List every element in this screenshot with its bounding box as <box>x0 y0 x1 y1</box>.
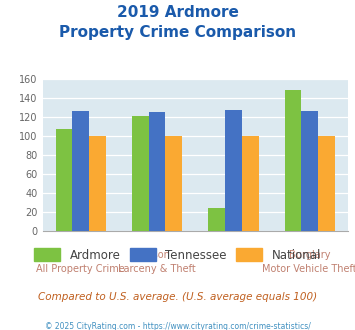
Bar <box>242 136 258 231</box>
Text: Compared to U.S. average. (U.S. average equals 100): Compared to U.S. average. (U.S. average … <box>38 292 317 302</box>
Bar <box>149 113 165 231</box>
Bar <box>225 110 242 231</box>
Bar <box>72 112 89 231</box>
Bar <box>89 136 106 231</box>
Text: © 2025 CityRating.com - https://www.cityrating.com/crime-statistics/: © 2025 CityRating.com - https://www.city… <box>45 322 310 330</box>
Text: Arson: Arson <box>143 250 171 260</box>
Text: Burglary: Burglary <box>289 250 331 260</box>
Bar <box>165 136 182 231</box>
Text: Motor Vehicle Theft: Motor Vehicle Theft <box>262 264 355 274</box>
Bar <box>301 111 318 231</box>
Text: 2019 Ardmore: 2019 Ardmore <box>116 5 239 20</box>
Bar <box>285 90 301 231</box>
Bar <box>56 128 72 231</box>
Text: Larceny & Theft: Larceny & Theft <box>118 264 196 274</box>
Bar <box>318 136 335 231</box>
Bar <box>132 116 149 231</box>
Bar <box>208 208 225 231</box>
Legend: Ardmore, Tennessee, National: Ardmore, Tennessee, National <box>29 244 326 266</box>
Text: All Property Crime: All Property Crime <box>36 264 125 274</box>
Text: Property Crime Comparison: Property Crime Comparison <box>59 25 296 40</box>
